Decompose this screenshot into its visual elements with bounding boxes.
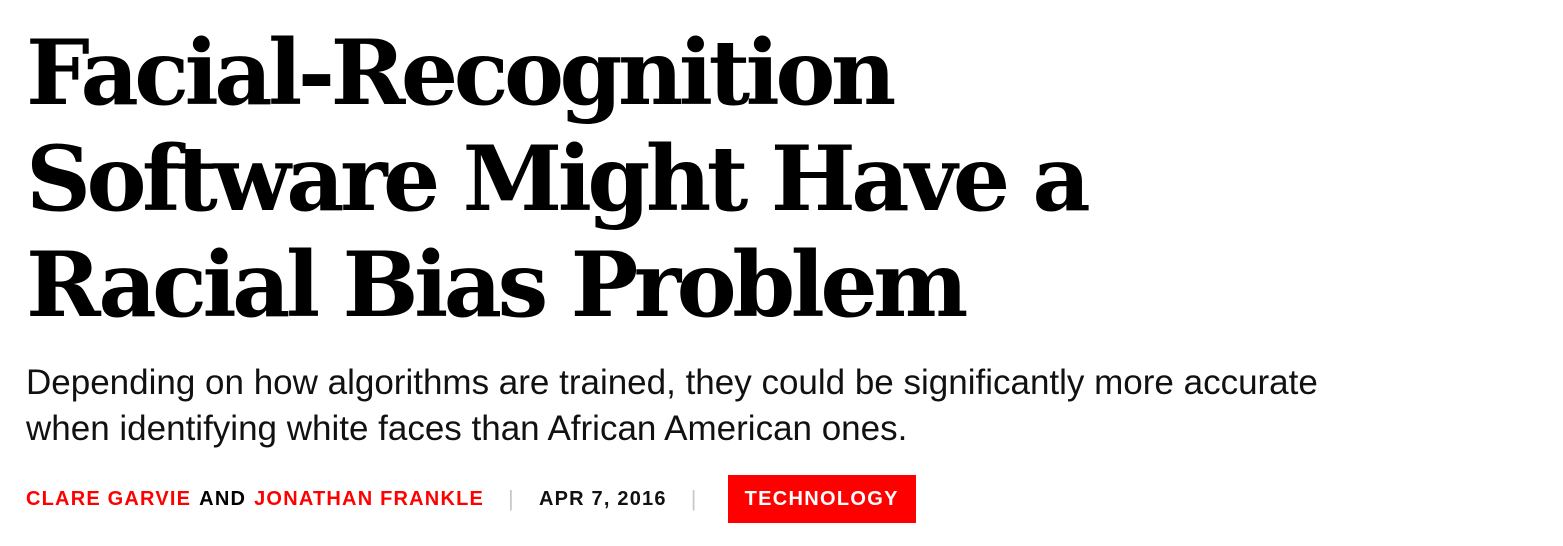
byline-separator: | bbox=[508, 486, 515, 511]
section-tag-technology[interactable]: TECHNOLOGY bbox=[727, 475, 916, 523]
headline-line-2: Software Might Have a bbox=[26, 126, 1091, 232]
byline-separator: | bbox=[690, 486, 698, 511]
article-header: Facial-Recognition Software Might Have a… bbox=[26, 20, 1526, 524]
byline-joiner: AND bbox=[199, 487, 247, 510]
headline: Facial-Recognition Software Might Have a… bbox=[26, 20, 1526, 338]
publish-date: APR 7, 2016 bbox=[538, 487, 667, 510]
author-link-jonathan-frankle[interactable]: JONATHAN FRANKLE bbox=[254, 487, 485, 510]
byline: CLARE GARVIE AND JONATHAN FRANKLE | APR … bbox=[26, 474, 1526, 524]
headline-line-1: Facial-Recognition bbox=[26, 20, 896, 126]
author-link-clare-garvie[interactable]: CLARE GARVIE bbox=[26, 487, 192, 510]
headline-line-3: Racial Bias Problem bbox=[26, 232, 968, 338]
article-dek: Depending on how algorithms are trained,… bbox=[26, 363, 1318, 448]
